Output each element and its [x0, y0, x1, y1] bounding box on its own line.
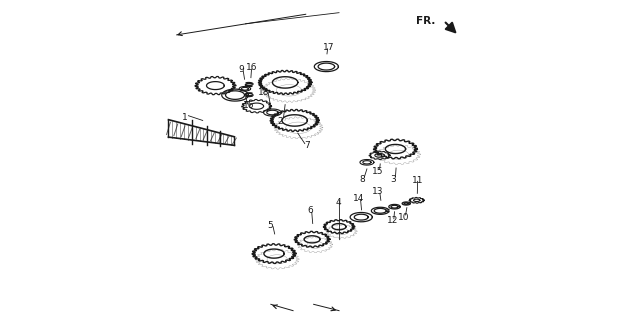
- Text: 9: 9: [239, 65, 244, 74]
- Text: 8: 8: [359, 175, 365, 184]
- Text: 6: 6: [307, 206, 313, 215]
- Text: 4: 4: [335, 198, 341, 207]
- Text: 12: 12: [387, 217, 398, 225]
- Text: 15: 15: [372, 167, 384, 176]
- Text: 5: 5: [267, 221, 273, 230]
- Text: 7: 7: [305, 141, 310, 150]
- Text: 2: 2: [278, 117, 283, 126]
- Text: 3: 3: [390, 175, 396, 184]
- Text: 17: 17: [323, 43, 335, 52]
- Text: 11: 11: [412, 176, 424, 184]
- Text: 14: 14: [353, 194, 364, 203]
- Text: 10: 10: [397, 213, 409, 222]
- Text: 1: 1: [182, 113, 188, 122]
- Text: 16: 16: [246, 63, 258, 72]
- Text: 13: 13: [372, 187, 384, 196]
- Text: 16: 16: [243, 101, 254, 110]
- Text: FR.: FR.: [417, 16, 436, 26]
- Text: 18: 18: [258, 88, 269, 97]
